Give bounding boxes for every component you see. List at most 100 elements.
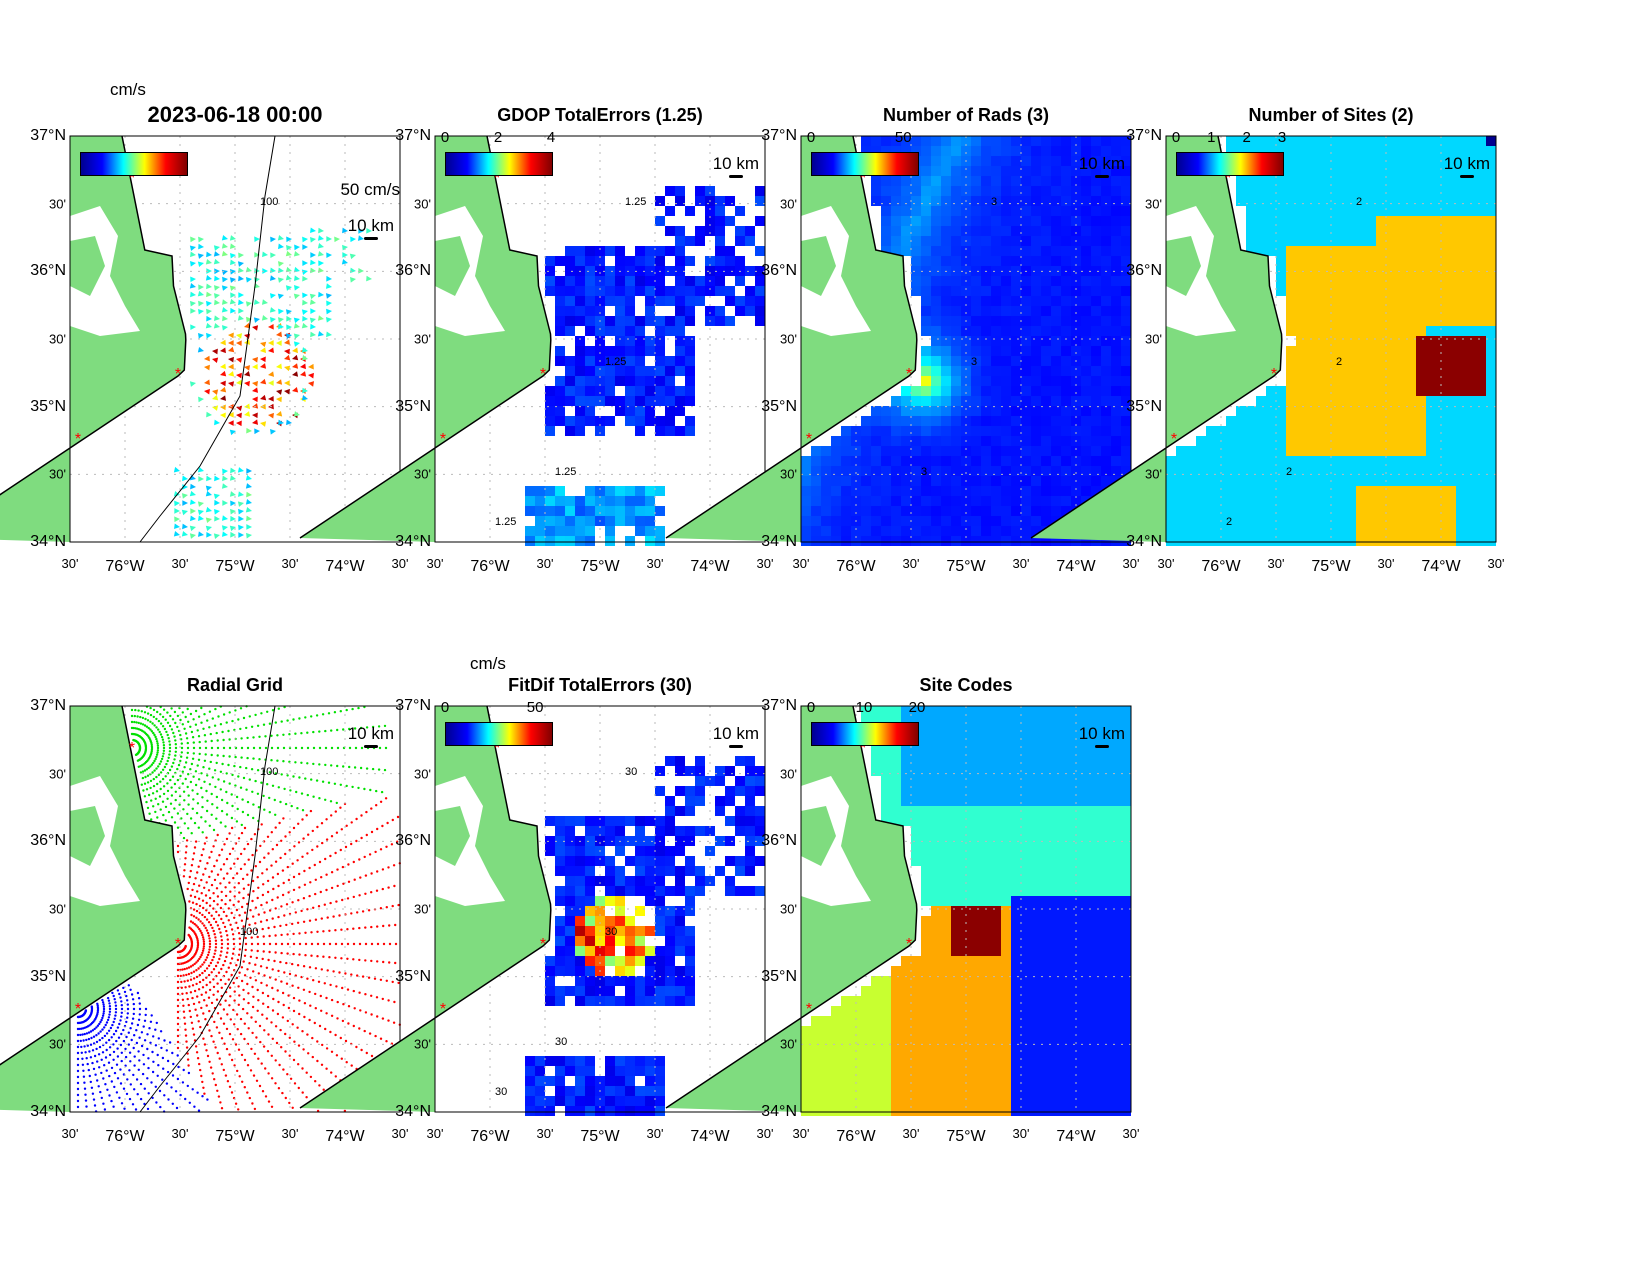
radial-grid-point xyxy=(190,971,193,975)
data-cell xyxy=(545,526,555,536)
data-cell xyxy=(1041,146,1051,156)
radial-grid-point xyxy=(265,1017,269,1020)
data-cell xyxy=(1001,176,1011,186)
data-cell xyxy=(911,266,921,276)
data-cell xyxy=(1041,446,1051,456)
data-cell xyxy=(891,506,901,516)
data-cell xyxy=(1326,176,1336,186)
radial-grid-point xyxy=(297,841,301,844)
data-cell xyxy=(1306,446,1316,456)
scale-label: 10 km xyxy=(712,154,759,173)
radial-grid-point xyxy=(112,1050,116,1054)
data-cell xyxy=(911,446,921,456)
radial-grid-point xyxy=(131,1017,135,1020)
data-cell xyxy=(1266,236,1276,246)
radial-grid-point xyxy=(261,957,264,961)
data-cell xyxy=(1031,166,1041,176)
data-cell xyxy=(675,226,685,236)
radial-grid-point xyxy=(238,948,241,951)
data-cell xyxy=(1081,316,1091,326)
radial-grid-point xyxy=(183,1022,187,1025)
data-cell xyxy=(1456,536,1466,546)
data-cell xyxy=(981,416,991,426)
data-cell xyxy=(1061,166,1071,176)
radial-grid-point xyxy=(265,984,268,987)
data-cell xyxy=(871,486,881,496)
radial-grid-point xyxy=(309,1075,313,1079)
data-cell xyxy=(1486,416,1496,426)
radial-grid-point xyxy=(375,889,379,892)
data-cell xyxy=(1456,206,1466,216)
radial-grid-point xyxy=(200,786,203,790)
data-cell xyxy=(1206,426,1216,436)
radial-grid-point xyxy=(152,784,156,788)
data-cell xyxy=(1446,456,1456,466)
radial-grid-point xyxy=(348,765,351,769)
radial-grid-point xyxy=(314,918,318,921)
radial-grid-point xyxy=(227,919,230,922)
data-cell xyxy=(1021,156,1031,166)
radial-grid-point xyxy=(279,924,282,928)
radial-grid-point xyxy=(320,1063,324,1066)
radial-grid-point xyxy=(205,1049,208,1052)
radial-grid-point xyxy=(350,973,353,976)
data-cell xyxy=(1316,306,1326,316)
data-cell xyxy=(1111,256,1121,266)
current-vector xyxy=(190,308,197,314)
data-cell xyxy=(1466,506,1476,516)
current-vector xyxy=(253,317,260,323)
data-cell xyxy=(981,366,991,376)
data-cell xyxy=(1041,296,1051,306)
radial-grid-point xyxy=(197,715,201,718)
data-cell xyxy=(645,376,655,386)
radial-grid-point xyxy=(392,864,396,867)
data-cell xyxy=(1486,166,1496,176)
data-cell xyxy=(1396,346,1406,356)
data-cell xyxy=(881,436,891,446)
radial-grid-point xyxy=(113,1017,116,1020)
colorbar-tick: 2 xyxy=(1242,129,1251,146)
radial-grid-point xyxy=(358,858,361,861)
current-vector xyxy=(220,380,226,387)
radial-grid-point xyxy=(220,1107,224,1110)
data-cell xyxy=(1486,316,1496,326)
radial-grid-point xyxy=(282,1068,285,1071)
radial-grid-point xyxy=(178,803,181,806)
radial-grid-point xyxy=(223,925,227,929)
data-cell xyxy=(725,286,735,296)
data-cell xyxy=(1396,506,1406,516)
data-cell xyxy=(1386,506,1396,516)
data-cell xyxy=(525,526,535,536)
data-cell xyxy=(1356,476,1366,486)
data-cell xyxy=(1486,456,1496,466)
radial-grid-point xyxy=(237,932,241,935)
data-cell xyxy=(1476,166,1486,176)
data-cell xyxy=(951,346,961,356)
radial-grid-point xyxy=(169,714,172,718)
data-cell xyxy=(1081,366,1091,376)
data-cell xyxy=(1346,146,1356,156)
data-cell xyxy=(1246,176,1256,186)
radial-grid-point xyxy=(98,1038,101,1042)
radial-grid-point xyxy=(261,872,264,875)
data-cell xyxy=(881,496,891,506)
radial-grid-point xyxy=(301,1067,304,1070)
radial-grid-point xyxy=(230,1058,234,1062)
data-cell xyxy=(1081,196,1091,206)
radial-grid-point xyxy=(141,723,145,726)
data-cell xyxy=(695,196,705,206)
data-cell xyxy=(755,246,765,256)
data-cell xyxy=(1266,456,1276,466)
data-cell xyxy=(1316,286,1326,296)
radial-grid-point xyxy=(156,749,160,752)
radial-grid-point xyxy=(306,793,309,797)
data-cell xyxy=(1101,286,1111,296)
data-cell xyxy=(911,416,921,426)
radial-grid-point xyxy=(202,727,205,730)
radial-grid-point xyxy=(258,746,262,750)
radial-grid-point xyxy=(222,921,225,925)
data-cell xyxy=(1386,186,1396,196)
radial-grid-point xyxy=(222,1008,226,1011)
data-cell xyxy=(1276,446,1286,456)
data-cell xyxy=(1176,466,1186,476)
